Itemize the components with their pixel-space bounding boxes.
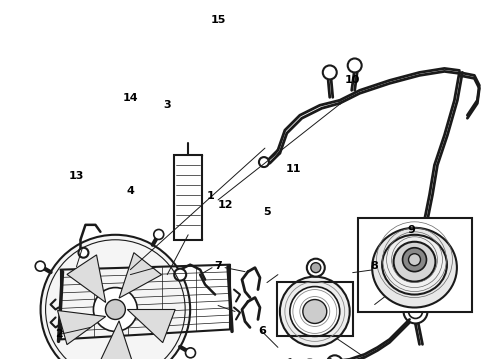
Text: 12: 12: [218, 200, 233, 210]
Circle shape: [303, 300, 327, 323]
Circle shape: [259, 157, 269, 167]
Text: 3: 3: [163, 100, 171, 110]
Text: 8: 8: [370, 261, 378, 271]
Circle shape: [307, 259, 325, 276]
Ellipse shape: [393, 242, 436, 282]
Circle shape: [41, 235, 190, 360]
Text: 13: 13: [69, 171, 84, 181]
Ellipse shape: [382, 235, 447, 294]
Circle shape: [280, 276, 350, 346]
Circle shape: [348, 58, 362, 72]
Ellipse shape: [372, 228, 457, 307]
Circle shape: [290, 287, 340, 336]
Polygon shape: [67, 255, 106, 302]
Circle shape: [327, 355, 343, 360]
Bar: [174, 155, 202, 240]
Circle shape: [105, 300, 125, 319]
Circle shape: [174, 269, 186, 280]
Text: 4: 4: [126, 186, 134, 196]
Circle shape: [78, 248, 89, 258]
Circle shape: [94, 288, 137, 332]
Polygon shape: [127, 310, 175, 343]
Text: 1: 1: [207, 191, 215, 201]
Polygon shape: [98, 321, 134, 360]
Circle shape: [186, 348, 196, 358]
Text: 10: 10: [345, 75, 360, 85]
Polygon shape: [119, 253, 162, 298]
Text: 9: 9: [407, 225, 415, 235]
Text: 14: 14: [122, 93, 138, 103]
Circle shape: [409, 254, 420, 266]
Bar: [358, 218, 472, 312]
Text: 5: 5: [263, 207, 271, 217]
Bar: [277, 282, 353, 336]
Circle shape: [409, 305, 422, 319]
Text: 6: 6: [258, 325, 266, 336]
Text: 15: 15: [210, 15, 226, 26]
Circle shape: [35, 261, 45, 271]
Text: 2: 2: [55, 329, 63, 339]
Text: 7: 7: [214, 261, 222, 271]
Circle shape: [404, 300, 427, 323]
Circle shape: [311, 263, 321, 273]
Polygon shape: [57, 311, 106, 345]
Circle shape: [403, 248, 426, 272]
Circle shape: [302, 359, 318, 360]
Circle shape: [154, 229, 164, 239]
Circle shape: [323, 66, 337, 80]
Text: 11: 11: [286, 164, 302, 174]
